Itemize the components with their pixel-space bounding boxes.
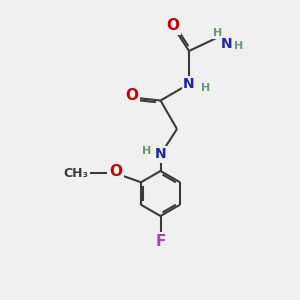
Text: N: N	[155, 148, 166, 161]
Text: N: N	[220, 37, 232, 50]
Text: O: O	[109, 164, 122, 179]
Text: O: O	[125, 88, 139, 104]
Text: H: H	[142, 146, 152, 157]
Text: O: O	[166, 18, 179, 33]
Text: H: H	[201, 82, 210, 93]
Text: CH₃: CH₃	[64, 167, 88, 180]
Text: N: N	[183, 77, 195, 91]
Text: H: H	[234, 41, 243, 51]
Text: H: H	[213, 28, 222, 38]
Text: F: F	[155, 234, 166, 249]
